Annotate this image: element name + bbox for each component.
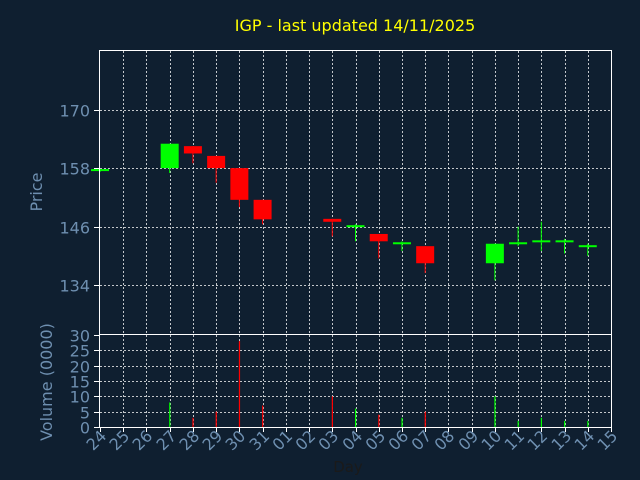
candle-down [230,168,249,208]
price-candles [91,143,597,281]
candle-body [160,143,179,169]
candle-body [253,199,272,220]
volume-bar [424,411,426,427]
candle-up [555,238,574,254]
volume-tick-label: 30 [70,327,90,346]
volume-bar [401,417,403,427]
candle-body [230,168,249,200]
volume-axis-label: Volume (0000) [37,323,56,441]
day-axis-ticks: 2425262728293031010203040506070809101112… [82,426,621,454]
candle-down [416,246,435,274]
volume-bar [355,408,357,427]
day-axis-label: Day [333,458,363,476]
candle-up [392,241,411,252]
candle-body [392,242,411,245]
volume-bar [169,402,171,427]
candle-up [532,221,551,252]
price-tick-label: 158 [59,160,90,179]
volume-bar [192,417,194,427]
volume-bar [540,417,543,427]
candle-body [416,246,435,264]
candle-down [369,233,388,259]
volume-bars [169,341,589,427]
candle-up [346,224,365,242]
candle-down [323,218,342,237]
candle-body [346,225,365,228]
volume-tick-label: 20 [70,358,90,377]
price-axis-label: Price [27,172,46,211]
candle-body [485,243,504,264]
candle-body [183,146,202,154]
candle-body [207,155,226,169]
volume-tick-label: 25 [70,342,90,361]
candle-up [160,143,179,173]
volume-bar [587,420,589,427]
chart-title: IGP - last updated 14/11/2025 [235,16,476,35]
price-tick-label: 170 [59,102,90,121]
volume-panel-frame [99,334,612,428]
volume-bar [215,411,217,427]
candle-down [253,199,272,225]
volume-bar [378,414,380,427]
volume-bar [517,420,519,427]
candle-up [485,243,504,281]
candle-up [509,226,528,247]
candle-body [509,242,528,245]
candle-body [555,240,574,243]
volume-bar [238,341,241,427]
candle-up [578,243,597,256]
candle-down [183,146,202,164]
candle-body [369,233,388,242]
volume-bar [262,405,264,427]
price-grid [100,51,611,334]
price-tick-label: 134 [59,277,90,296]
price-tick-label: 146 [59,219,90,238]
volume-tick-label: 5 [80,404,90,423]
candle-body [323,218,342,222]
volume-tick-label: 10 [70,388,90,407]
volume-tick-label: 0 [80,419,90,438]
volume-tick-label: 15 [70,373,90,392]
volume-bar [494,396,496,427]
price-axis-ticks: 134 146 158 170 [59,102,100,296]
candle-body [532,240,551,243]
candle-body [578,245,597,248]
candle-down [207,155,226,183]
volume-bar [564,420,566,427]
volume-bar [331,396,333,427]
